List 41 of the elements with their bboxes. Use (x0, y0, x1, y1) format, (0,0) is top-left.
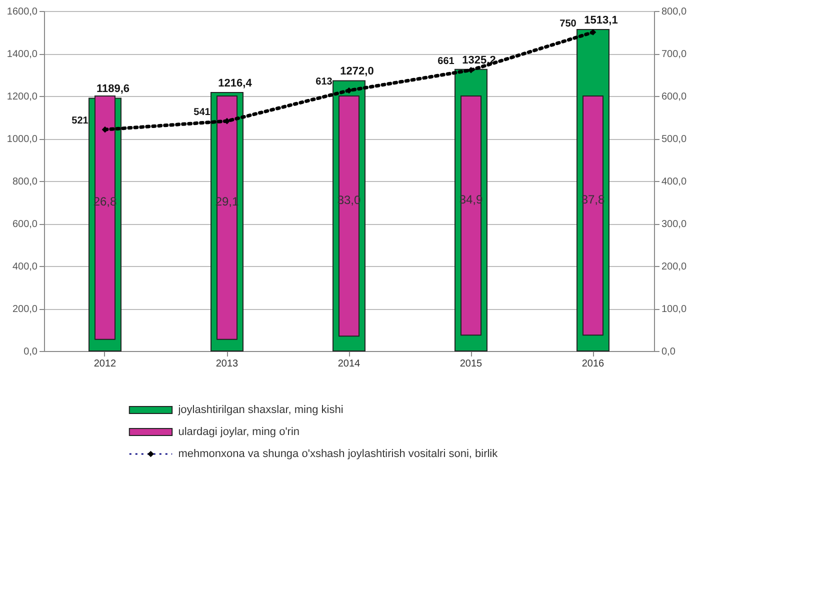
y2-tick-label: 200,0 (662, 262, 687, 272)
y-tick-label: 600,0 (12, 219, 38, 230)
y2-tick-label: 600,0 (662, 92, 687, 102)
y-tick-label: 400,0 (12, 262, 38, 272)
bar (582, 96, 604, 336)
y2-tick-label: 0,0 (662, 346, 676, 358)
y2-tick-label: 500,0 (662, 134, 687, 145)
y-tick-label: 0,0 (24, 346, 38, 358)
point (468, 66, 474, 74)
data-label: 1272,0 (340, 66, 374, 78)
legend-label: mehmonxona va shunga o'xshash joylashtirish vositalri soni, birlik (178, 448, 498, 460)
data-label: 1189,6 (96, 83, 130, 96)
y-tick-label: 1600,0 (6, 6, 38, 18)
bar (338, 96, 360, 337)
data-label: 521 (72, 116, 89, 127)
x-tick-label: 2014 (338, 358, 361, 370)
y2-tick-label: 700,0 (662, 49, 687, 60)
x-tick-label: 2013 (216, 358, 239, 370)
data-label: 1216,4 (218, 78, 253, 90)
y-tick-label: 800,0 (12, 176, 38, 188)
x-tick-label: 2015 (460, 358, 483, 370)
y-tick-label: 200,0 (12, 304, 38, 315)
legend-label: ulardagi joylar, ming o'rin (178, 426, 300, 438)
y-tick-label: 1400,0 (6, 49, 38, 60)
y-tick-label: 1200,0 (6, 92, 38, 102)
bar (460, 96, 482, 336)
data-label: 661 (438, 56, 455, 68)
legend-label: joylashtirilgan shaxslar, ming kishi (177, 404, 344, 416)
data-label: 541 (194, 107, 211, 118)
data-label: 750 (560, 18, 577, 30)
data-label: 1513,1 (584, 14, 618, 26)
data-label: 613 (316, 76, 333, 88)
x-tick-label: 2012 (94, 358, 117, 370)
x-tick-label: 2016 (582, 358, 605, 370)
y-tick-label: 1000,0 (6, 134, 38, 145)
y2-tick-label: 300,0 (662, 219, 687, 230)
bar (216, 96, 238, 340)
y2-tick-label: 400,0 (662, 176, 687, 188)
point (590, 29, 596, 36)
y2-tick-label: 100,0 (662, 304, 687, 315)
y2-tick-label: 800,0 (662, 6, 687, 18)
